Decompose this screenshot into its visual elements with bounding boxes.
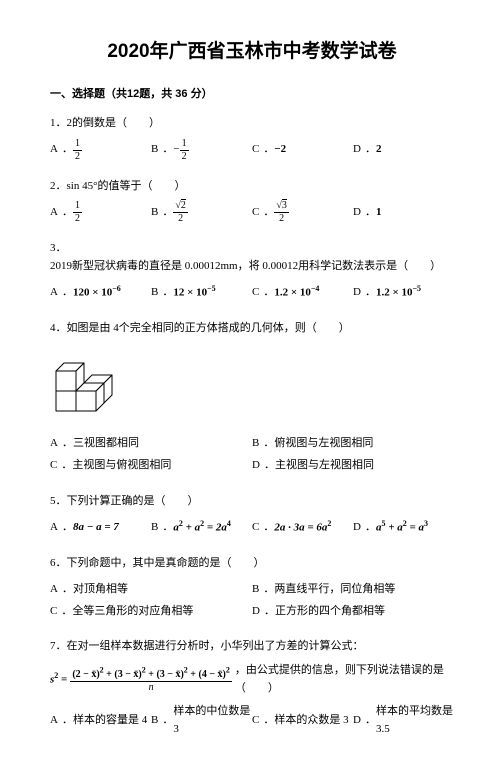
q2-opt-b: B．√22 [151,201,252,224]
q2-options: A．12 B．√22 C．√32 D．1 [50,201,454,224]
cube-figure [50,345,454,425]
q7-opt-d: D．样本的平均数是 3.5 [353,703,454,738]
q3-stem: 3．2019新型冠状病毒的直径是 0.00012mm，将 0.00012用科学记… [50,240,454,275]
question-6: 6．下列命题中，其中是真命题的是（ ） A．对顶角相等 B．两直线平行，同位角相… [50,555,454,623]
q4-opt-a: A．三视图都相同 [50,433,252,455]
q2-opt-a: A．12 [50,201,151,224]
q6-opt-a: A．对顶角相等 [50,578,252,600]
q6-opt-c: C．全等三角形的对应角相等 [50,600,252,622]
q6-stem: 6．下列命题中，其中是真命题的是（ ） [50,555,454,573]
q1-opt-b: B．−12 [151,139,252,162]
q5-options: A．8a − a = 7 B．a2 + a2 = 2a4 C．2a · 3a =… [50,517,454,539]
question-4: 4．如图是由 4个完全相同的正方体搭成的几何体，则（ ） [50,320,454,478]
q5-opt-d: D．a5 + a2 = a3 [353,517,454,539]
question-2: 2．sin 45°的值等于（ ） A．12 B．√22 C．√32 D．1 [50,178,454,225]
q3-opt-d: D．1.2 × 10−5 [353,282,454,304]
q3-opt-b: B．12 × 10−5 [151,282,252,304]
q3-opt-c: C．1.2 × 10−4 [252,282,353,304]
q5-opt-c: C．2a · 3a = 6a2 [252,517,353,539]
q1-opt-d: D．2 [353,139,454,162]
q4-opt-d: D．主视图与左视图相同 [252,455,454,477]
q4-stem: 4．如图是由 4个完全相同的正方体搭成的几何体，则（ ） [50,320,454,338]
q5-opt-a: A．8a − a = 7 [50,517,151,539]
q3-options: A．120 × 10−6 B．12 × 10−5 C．1.2 × 10−4 D．… [50,282,454,304]
q7-opt-a: A．样本的容量是 4 [50,703,151,738]
section-heading: 一、选择题（共12题，共 36 分） [50,85,454,101]
q4-opt-c: C．主视图与俯视图相同 [50,455,252,477]
q2-opt-c: C．√32 [252,201,353,224]
q1-opt-c: C．−2 [252,139,353,162]
q2-opt-d: D．1 [353,201,454,224]
q4-options: A．三视图都相同 B．俯视图与左视图相同 C．主视图与俯视图相同 D．主视图与左… [50,433,454,477]
q5-stem: 5．下列计算正确的是（ ） [50,493,454,511]
q1-options: A．12 B．−12 C．−2 D．2 [50,139,454,162]
q2-stem: 2．sin 45°的值等于（ ） [50,178,454,196]
q6-opt-b: B．两直线平行，同位角相等 [252,578,454,600]
exam-page: 2020年广西省玉林市中考数学试卷 一、选择题（共12题，共 36 分） 1．2… [0,0,504,774]
variance-formula: s2 = (2 − x̄)2 + (3 − x̄)2 + (3 − x̄)2 +… [50,662,454,697]
question-1: 1．2的倒数是（ ） A．12 B．−12 C．−2 D．2 [50,115,454,162]
q3-opt-a: A．120 × 10−6 [50,282,151,304]
question-7: 7．在对一组样本数据进行分析时，小华列出了方差的计算公式： s2 = (2 − … [50,638,454,738]
q6-options: A．对顶角相等 B．两直线平行，同位角相等 C．全等三角形的对应角相等 D．正方… [50,578,454,622]
q7-options: A．样本的容量是 4 B．样本的中位数是 3 C．样本的众数是 3 D．样本的平… [50,703,454,738]
q7-stem: 7．在对一组样本数据进行分析时，小华列出了方差的计算公式： [50,638,454,656]
q4-opt-b: B．俯视图与左视图相同 [252,433,454,455]
q6-opt-d: D．正方形的四个角都相等 [252,600,454,622]
q7-opt-c: C．样本的众数是 3 [252,703,353,738]
question-3: 3．2019新型冠状病毒的直径是 0.00012mm，将 0.00012用科学记… [50,240,454,303]
q1-opt-a: A．12 [50,139,151,162]
q5-opt-b: B．a2 + a2 = 2a4 [151,517,252,539]
q7-opt-b: B．样本的中位数是 3 [151,703,252,738]
q1-stem: 1．2的倒数是（ ） [50,115,454,133]
question-5: 5．下列计算正确的是（ ） A．8a − a = 7 B．a2 + a2 = 2… [50,493,454,539]
doc-title: 2020年广西省玉林市中考数学试卷 [50,36,454,63]
